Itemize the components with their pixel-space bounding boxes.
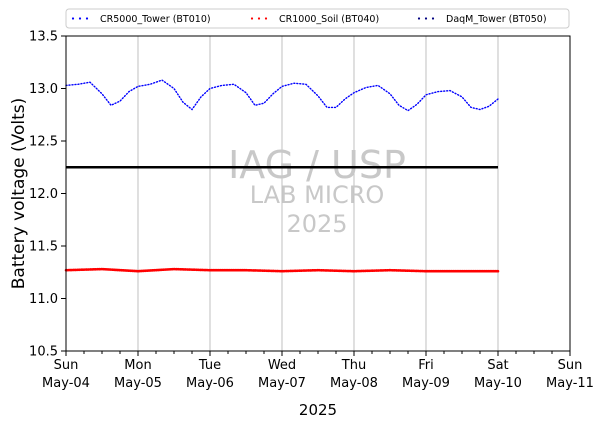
x-tick-date: May-06 bbox=[186, 376, 234, 391]
x-tick-day: Thu bbox=[341, 358, 366, 373]
watermark-line-3: 2025 bbox=[286, 210, 347, 238]
watermark: IAG / USP LAB MICRO 2025 bbox=[228, 143, 406, 238]
legend-label: CR1000_Soil (BT040) bbox=[279, 14, 379, 25]
y-tick-label: 11.5 bbox=[29, 240, 58, 255]
watermark-line-2: LAB MICRO bbox=[250, 181, 385, 209]
y-tick-label: 13.0 bbox=[29, 82, 58, 97]
legend-marker bbox=[431, 17, 435, 20]
x-axis: Sun May-04 Mon May-05 Tue May-06 Wed May-07 Thu M… bbox=[42, 351, 594, 391]
y-axis: 10.5 11.0 11.5 12.0 12.5 13.0 13.5 bbox=[29, 30, 66, 360]
watermark-line-1: IAG / USP bbox=[228, 143, 406, 187]
legend-label: DaqM_Tower (BT050) bbox=[446, 14, 547, 25]
x-tick-day: Wed bbox=[268, 358, 296, 373]
legend-marker bbox=[78, 17, 82, 20]
x-tick-day: Mon bbox=[124, 358, 151, 373]
x-tick-day: Sun bbox=[558, 358, 583, 373]
legend-marker bbox=[85, 17, 89, 20]
y-tick-label: 11.0 bbox=[29, 292, 58, 307]
legend-marker bbox=[250, 17, 254, 20]
y-axis-label: Battery voltage (Volts) bbox=[9, 98, 29, 289]
x-tick-date: May-05 bbox=[114, 376, 162, 391]
legend-label: CR5000_Tower (BT010) bbox=[100, 14, 211, 25]
y-tick-label: 12.5 bbox=[29, 135, 58, 150]
x-tick-date: May-09 bbox=[402, 376, 450, 391]
series-layer bbox=[64, 79, 500, 273]
legend-marker bbox=[257, 17, 261, 20]
x-tick-date: May-11 bbox=[546, 376, 594, 391]
x-axis-label: 2025 bbox=[299, 401, 337, 419]
legend-marker bbox=[264, 17, 268, 20]
y-tick-label: 13.5 bbox=[29, 30, 58, 45]
legend-marker bbox=[417, 17, 421, 20]
series-line bbox=[65, 79, 499, 112]
legend-marker bbox=[71, 17, 75, 20]
y-tick-label: 10.5 bbox=[29, 345, 58, 360]
x-tick-date: May-07 bbox=[258, 376, 306, 391]
series-line bbox=[64, 267, 500, 273]
x-tick-day: Sun bbox=[54, 358, 79, 373]
x-tick-date: May-04 bbox=[42, 376, 90, 391]
x-tick-day: Tue bbox=[198, 358, 221, 373]
legend-box bbox=[65, 8, 570, 29]
legend-marker bbox=[424, 17, 428, 20]
y-tick-label: 12.0 bbox=[29, 187, 58, 202]
x-tick-day: Fri bbox=[418, 358, 434, 373]
x-tick-date: May-08 bbox=[330, 376, 378, 391]
x-tick-day: Sat bbox=[487, 358, 508, 373]
x-tick-date: May-10 bbox=[474, 376, 522, 391]
legend: CR5000_Tower (BT010) CR1000_Soil (BT040) D… bbox=[65, 8, 570, 29]
